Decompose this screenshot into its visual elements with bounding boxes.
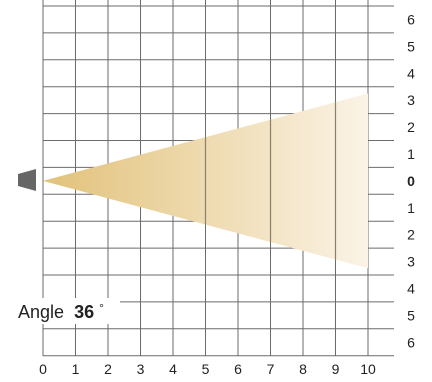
x-axis-tick-labels: 0 1 2 3 4 5 6 7 8 9 10 (39, 361, 376, 377)
y-tick-label: 0 (407, 173, 415, 189)
y-tick-label: 1 (407, 146, 415, 162)
x-tick-label: 4 (169, 361, 177, 377)
angle-label-background (14, 298, 120, 324)
y-tick-label: 6 (407, 334, 415, 350)
x-tick-label: 0 (39, 361, 47, 377)
light-fixture-icon (18, 169, 36, 191)
angle-unit: ° (99, 301, 104, 315)
y-axis-tick-labels: 6 5 4 3 2 1 0 1 2 3 4 5 6 (407, 11, 415, 350)
y-tick-label: 1 (407, 200, 415, 216)
angle-value: 36 (74, 302, 94, 322)
x-tick-label: 1 (72, 361, 80, 377)
y-tick-label: 5 (407, 307, 415, 323)
x-tick-label: 6 (234, 361, 242, 377)
y-tick-label: 4 (407, 280, 415, 296)
y-tick-label: 2 (407, 119, 415, 135)
beam-distance-markers (204, 102, 337, 260)
y-tick-label: 5 (407, 38, 415, 54)
x-tick-label: 3 (137, 361, 145, 377)
x-tick-label: 5 (202, 361, 210, 377)
angle-label: Angle 36 ° (18, 301, 104, 322)
x-tick-label: 2 (104, 361, 112, 377)
y-tick-label: 3 (407, 92, 415, 108)
y-tick-label: 6 (407, 11, 415, 27)
x-tick-label: 9 (332, 361, 340, 377)
angle-label-text: Angle (18, 302, 64, 322)
y-tick-label: 2 (407, 227, 415, 243)
y-tick-label: 3 (407, 254, 415, 270)
y-tick-label: 4 (407, 65, 415, 81)
x-tick-label: 8 (299, 361, 307, 377)
x-tick-label: 10 (360, 361, 376, 377)
x-tick-label: 7 (267, 361, 275, 377)
